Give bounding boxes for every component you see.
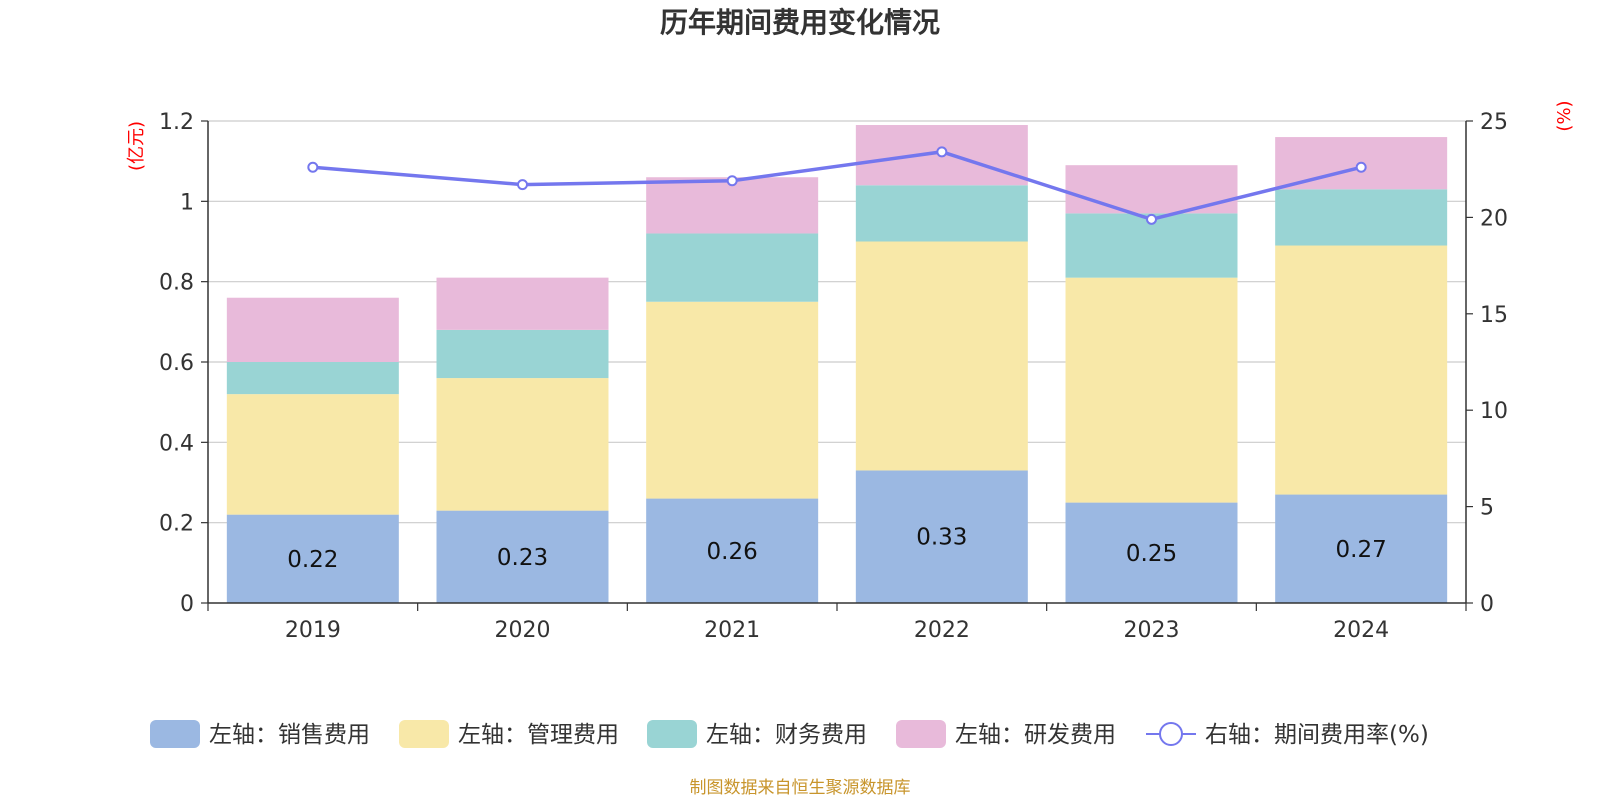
bar-segment: [226, 297, 399, 362]
x-tick-label: 2024: [1333, 618, 1389, 643]
bar-segment: [1275, 245, 1448, 495]
bar-segment: [1065, 277, 1238, 503]
left-tick-label: 0.4: [159, 431, 194, 456]
legend-swatch: [399, 720, 449, 748]
bar-segment: [646, 177, 819, 234]
bar-segment: [1065, 502, 1238, 603]
bar-segment: [436, 510, 609, 603]
axes: 0 0.2 0.4 0.6 0.8 1 1.2 0 5 10 15 20 25 2019 2020 2021 2…: [126, 100, 1575, 643]
right-tick-label: 5: [1480, 496, 1494, 521]
bar-labels: 0.22 0.23 0.26 0.33 0.25 0.27: [287, 525, 1387, 573]
bar-segment: [226, 394, 399, 515]
rate-point: [307, 161, 319, 173]
source-note: 制图数据来自恒生聚源数据库: [690, 778, 911, 798]
x-tick-label: 2022: [914, 618, 970, 643]
rate-point: [1146, 213, 1157, 225]
right-tick-label: 15: [1480, 303, 1508, 328]
bar-value-label: 0.26: [707, 539, 758, 565]
grid-lines: [208, 120, 1466, 524]
left-tick-label: 0: [180, 592, 194, 617]
bar-value-label: 0.25: [1126, 541, 1177, 567]
left-tick-label: 1.2: [159, 110, 194, 135]
bar-value-label: 0.23: [497, 545, 548, 571]
bar-segment: [1275, 189, 1448, 246]
legend-label: 左轴：财务费用: [706, 722, 867, 748]
left-tick-label: 0.8: [159, 271, 194, 296]
rate-point: [1355, 161, 1367, 173]
bars: [226, 125, 1448, 603]
x-tick-label: 2020: [495, 618, 551, 643]
line-series: [307, 146, 1367, 225]
bar-segment: [436, 277, 609, 330]
legend-label: 左轴：研发费用: [955, 722, 1116, 748]
bar-segment: [436, 378, 609, 511]
x-tick-label: 2019: [285, 618, 341, 643]
legend-marker: [1159, 722, 1183, 746]
legend-label: 右轴：期间费用率(%): [1205, 722, 1429, 748]
bar-segment: [855, 470, 1028, 603]
right-tick-label: 25: [1480, 110, 1508, 135]
legend: 左轴：销售费用 左轴：管理费用 左轴：财务费用 左轴：研发费用 右轴：期间费用率(%): [150, 720, 1429, 748]
right-axis-unit: (%): [1554, 100, 1575, 131]
left-tick-label: 0.2: [159, 512, 194, 537]
bar-segment: [436, 329, 609, 379]
x-tick-label: 2023: [1124, 618, 1180, 643]
bar-segment: [226, 362, 399, 395]
bar-segment: [646, 233, 819, 302]
x-tick-label: 2021: [704, 618, 760, 643]
bar-value-label: 0.22: [287, 547, 338, 573]
right-tick-label: 20: [1480, 206, 1508, 231]
left-axis-unit: (亿元): [126, 121, 147, 171]
right-tick-label: 10: [1480, 399, 1508, 424]
legend-label: 左轴：管理费用: [458, 722, 619, 748]
bar-segment: [1275, 494, 1448, 603]
bar-segment: [855, 241, 1028, 471]
legend-swatch: [896, 720, 946, 748]
bar-segment: [855, 185, 1028, 242]
right-tick-label: 0: [1480, 592, 1494, 617]
legend-swatch: [647, 720, 697, 748]
bar-segment: [646, 301, 819, 499]
left-tick-label: 1: [180, 190, 194, 215]
bar-value-label: 0.27: [1336, 537, 1387, 563]
bar-value-label: 0.33: [916, 525, 967, 551]
rate-point: [517, 179, 528, 191]
rate-point: [726, 175, 738, 187]
rate-point: [936, 146, 948, 158]
rate-line: [312, 150, 1362, 222]
bar-segment: [646, 498, 819, 603]
legend-label: 左轴：销售费用: [209, 722, 370, 748]
left-tick-label: 0.6: [159, 351, 194, 376]
legend-swatch: [150, 720, 200, 748]
bar-segment: [226, 514, 399, 603]
chart-title: 历年期间费用变化情况: [660, 6, 940, 39]
